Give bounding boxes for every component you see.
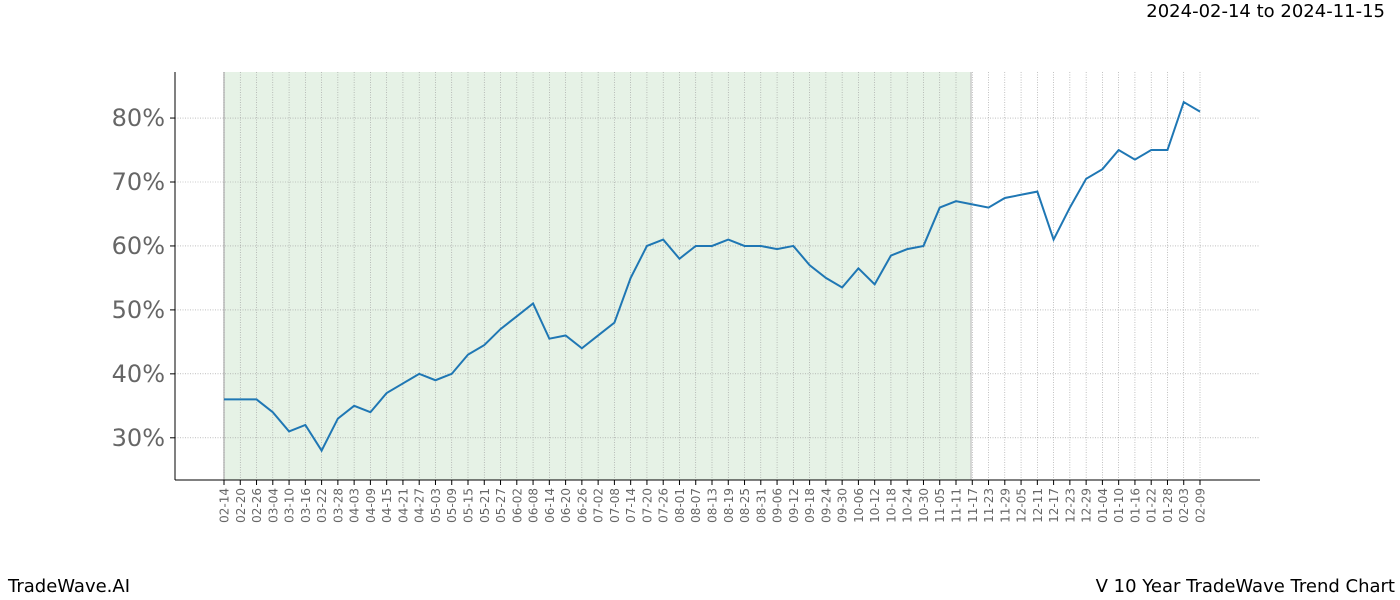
- x-tick-label: 07-14: [624, 488, 638, 523]
- x-tick-label: 06-26: [575, 488, 589, 523]
- x-tick-label: 07-20: [640, 488, 654, 523]
- x-tick-label: 12-23: [1063, 488, 1077, 523]
- highlight-region: [224, 72, 971, 480]
- x-tick-label: 09-24: [819, 488, 833, 523]
- x-tick-label: 03-16: [299, 488, 313, 523]
- footer-right: V 10 Year TradeWave Trend Chart: [1096, 576, 1395, 597]
- x-tick-label: 08-13: [706, 488, 720, 523]
- x-tick-label: 04-27: [413, 488, 427, 523]
- x-tick-label: 12-11: [1031, 488, 1045, 523]
- x-tick-label: 08-31: [754, 488, 768, 523]
- x-tick-label: 01-28: [1161, 488, 1175, 523]
- x-tick-label: 01-04: [1096, 488, 1110, 523]
- x-tick-label: 03-28: [331, 488, 345, 523]
- x-tick-label: 02-20: [234, 488, 248, 523]
- x-tick-label: 03-04: [266, 488, 280, 523]
- y-tick-label: 70%: [112, 168, 165, 196]
- x-tick-label: 10-06: [852, 488, 866, 523]
- x-tick-label: 06-08: [527, 488, 541, 523]
- y-tick-label: 80%: [112, 104, 165, 132]
- y-tick-label: 60%: [112, 232, 165, 260]
- x-tick-label: 11-23: [982, 488, 996, 523]
- trend-line: [224, 100, 1201, 453]
- x-tick-label: 09-30: [836, 488, 850, 523]
- x-tick-label: 11-11: [950, 488, 964, 523]
- y-tick-label: 40%: [112, 360, 165, 388]
- chart-title: 2024-02-14 to 2024-11-15: [1146, 1, 1385, 22]
- y-tick-label: 50%: [112, 296, 165, 324]
- x-tick-label: 06-14: [543, 488, 557, 523]
- x-tick-label: 05-09: [445, 488, 459, 523]
- x-tick-label: 09-18: [803, 488, 817, 523]
- x-tick-label: 02-03: [1177, 488, 1191, 523]
- x-tick-label: 06-02: [510, 488, 524, 523]
- x-tick-label: 05-27: [494, 488, 508, 523]
- x-tick-label: 10-18: [884, 488, 898, 523]
- x-tick-label: 04-21: [396, 488, 410, 523]
- x-tick-label: 07-26: [657, 488, 671, 523]
- x-tick-label: 01-16: [1128, 488, 1142, 523]
- x-tick-label: 02-09: [1194, 488, 1208, 523]
- x-tick-label: 12-17: [1047, 488, 1061, 523]
- x-tick-label: 05-03: [429, 488, 443, 523]
- footer-left: TradeWave.AI: [7, 576, 130, 597]
- x-tick-label: 02-26: [250, 488, 264, 523]
- x-tick-label: 06-20: [559, 488, 573, 523]
- x-tick-label: 04-09: [364, 488, 378, 523]
- x-tick-label: 10-24: [901, 488, 915, 523]
- x-tick-label: 08-07: [689, 488, 703, 523]
- x-tick-label: 03-22: [315, 488, 329, 523]
- x-tick-label: 11-17: [966, 488, 980, 523]
- x-tick-label: 10-30: [917, 488, 931, 523]
- x-tick-label: 04-03: [348, 488, 362, 523]
- x-tick-label: 01-22: [1145, 488, 1159, 523]
- x-tick-label: 08-19: [722, 488, 736, 523]
- x-tick-label: 12-05: [1015, 488, 1029, 523]
- x-tick-label: 07-08: [608, 488, 622, 523]
- x-tick-label: 07-02: [592, 488, 606, 523]
- x-tick-label: 10-12: [868, 488, 882, 523]
- x-tick-label: 01-10: [1112, 488, 1126, 523]
- x-tick-label: 02-14: [218, 488, 232, 523]
- x-tick-label: 11-05: [933, 488, 947, 523]
- x-tick-label: 12-29: [1080, 488, 1094, 523]
- x-tick-label: 08-25: [738, 488, 752, 523]
- x-tick-label: 09-12: [787, 488, 801, 523]
- x-tick-label: 04-15: [380, 488, 394, 523]
- x-tick-label: 09-06: [771, 488, 785, 523]
- x-tick-label: 11-29: [998, 488, 1012, 523]
- x-tick-label: 05-21: [478, 488, 492, 523]
- x-tick-label: 05-15: [462, 488, 476, 523]
- x-tick-label: 08-01: [673, 488, 687, 523]
- y-tick-label: 30%: [112, 424, 165, 452]
- x-tick-label: 03-10: [283, 488, 297, 523]
